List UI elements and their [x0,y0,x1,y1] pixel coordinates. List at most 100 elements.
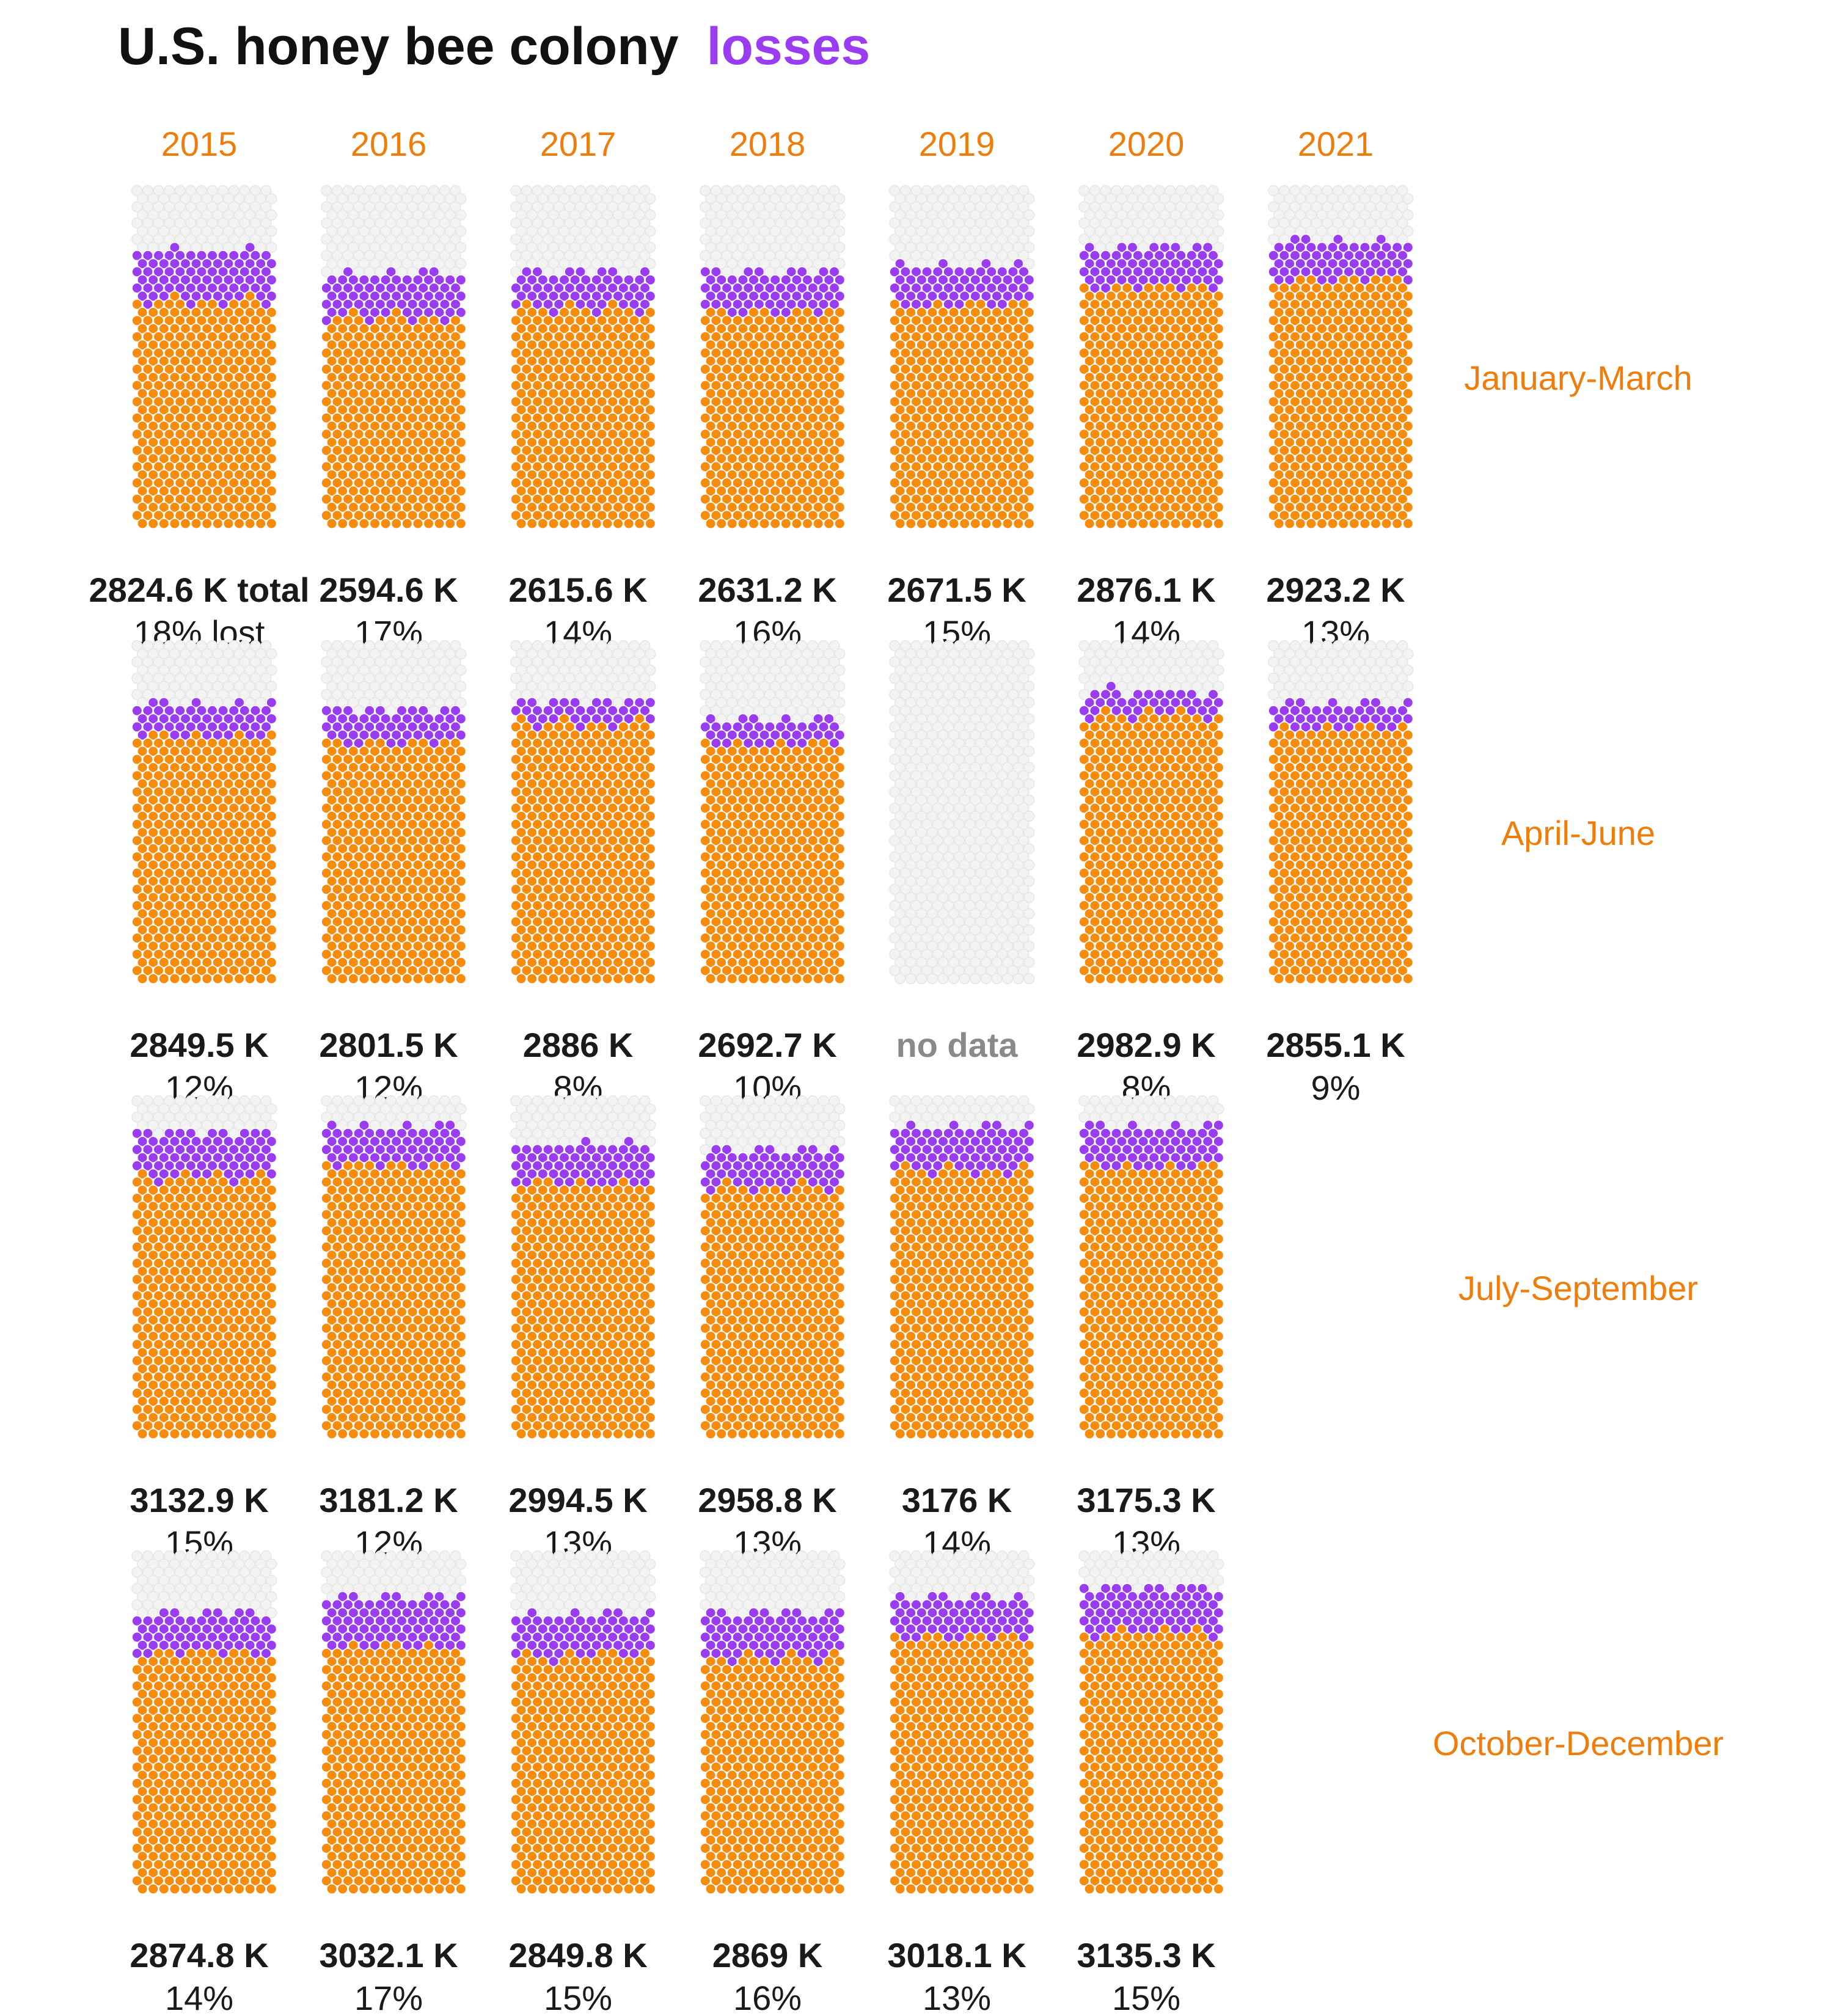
hex-remaining [207,493,218,505]
hex-remaining [201,485,213,497]
hex-empty [390,193,402,205]
hex-remaining [212,436,224,448]
hex-remaining [164,412,175,424]
hex-empty [369,193,381,205]
hex-empty [164,217,175,229]
waffle-panel [1078,184,1224,530]
hex-remaining [255,502,266,513]
hex-remaining [185,363,197,375]
hex-remaining [180,371,191,383]
hex-empty [218,233,229,245]
hex-remaining [601,517,613,530]
hex-empty [364,201,375,213]
hex-empty [260,201,272,213]
hex-empty [444,225,456,237]
hex-empty [450,184,461,197]
hex-remaining [1337,517,1349,530]
total-label: 2876.1 K [1077,571,1215,609]
hex-empty [321,217,332,229]
hex-lost [201,258,213,269]
hex-remaining [164,461,175,473]
hex-empty [385,217,397,229]
hex-remaining [185,315,197,326]
hex-lost [153,266,164,278]
hex-remaining [174,315,186,326]
hex-remaining [218,445,229,456]
hex-remaining [180,420,191,432]
hex-remaining [212,339,224,351]
hex-remaining [131,299,143,310]
hex-remaining [1295,517,1306,530]
hex-remaining [526,517,538,530]
hex-remaining [201,355,213,367]
hex-empty [412,225,424,237]
hex-remaining [158,404,170,416]
hex-empty [439,184,451,197]
hex-remaining [185,461,197,473]
hex-lost [191,290,202,302]
hex-lost [169,258,181,269]
hex-remaining [1180,517,1192,530]
hex-remaining [153,477,164,489]
hex-remaining [169,517,181,530]
hex-remaining [249,509,262,521]
hex-remaining [244,517,256,530]
year-label: 2019 [919,125,995,163]
hex-remaining [715,517,727,530]
hex-remaining [266,388,277,400]
hex-remaining [266,436,277,448]
hex-remaining [239,412,251,424]
hex-remaining [212,973,224,985]
hex-empty [428,201,440,213]
hex-empty [364,217,375,229]
hex-remaining [137,323,148,335]
hex-remaining [266,420,277,432]
hex-remaining [174,461,186,473]
hex-remaining [185,412,197,424]
hex-remaining [791,517,802,530]
hex-empty [222,209,235,221]
hex-remaining [233,371,245,383]
hex-empty [353,201,365,213]
hex-remaining [218,461,229,473]
hex-remaining [249,428,262,440]
hex-remaining [233,517,245,530]
hex-remaining [196,477,208,489]
hex-remaining [137,469,148,481]
hex-remaining [196,412,208,424]
hex-remaining [207,445,218,456]
hex-remaining [326,973,338,985]
hex-remaining [174,509,186,521]
hex-remaining [185,428,197,440]
hex-remaining [191,339,202,351]
hex-remaining [244,502,256,513]
total-label: 2849.5 K [130,1026,268,1064]
total-label: 2615.6 K [508,571,647,609]
hex-lost [185,250,197,261]
hex-empty [174,217,186,229]
hex-lost [218,299,229,310]
hex-remaining [255,339,266,351]
hex-remaining [255,307,266,318]
hex-remaining [358,973,370,985]
hex-remaining [228,412,240,424]
hex-remaining [834,517,846,530]
hex-empty [375,184,386,197]
hex-remaining [337,517,348,530]
hex-lost [137,290,148,302]
hex-remaining [239,493,251,505]
hex-remaining [239,509,251,521]
hex-empty [428,217,440,229]
hex-remaining [131,331,143,343]
hex-remaining [131,347,143,359]
hex-remaining [218,379,229,392]
hex-remaining [212,502,224,513]
waffle-panel [131,184,277,530]
hex-remaining [142,331,153,343]
hex-empty [153,201,164,213]
hex-lost [196,266,208,278]
hex-remaining [164,347,175,359]
hex-empty [191,225,202,237]
hex-remaining [916,517,927,530]
hex-remaining [196,396,208,407]
